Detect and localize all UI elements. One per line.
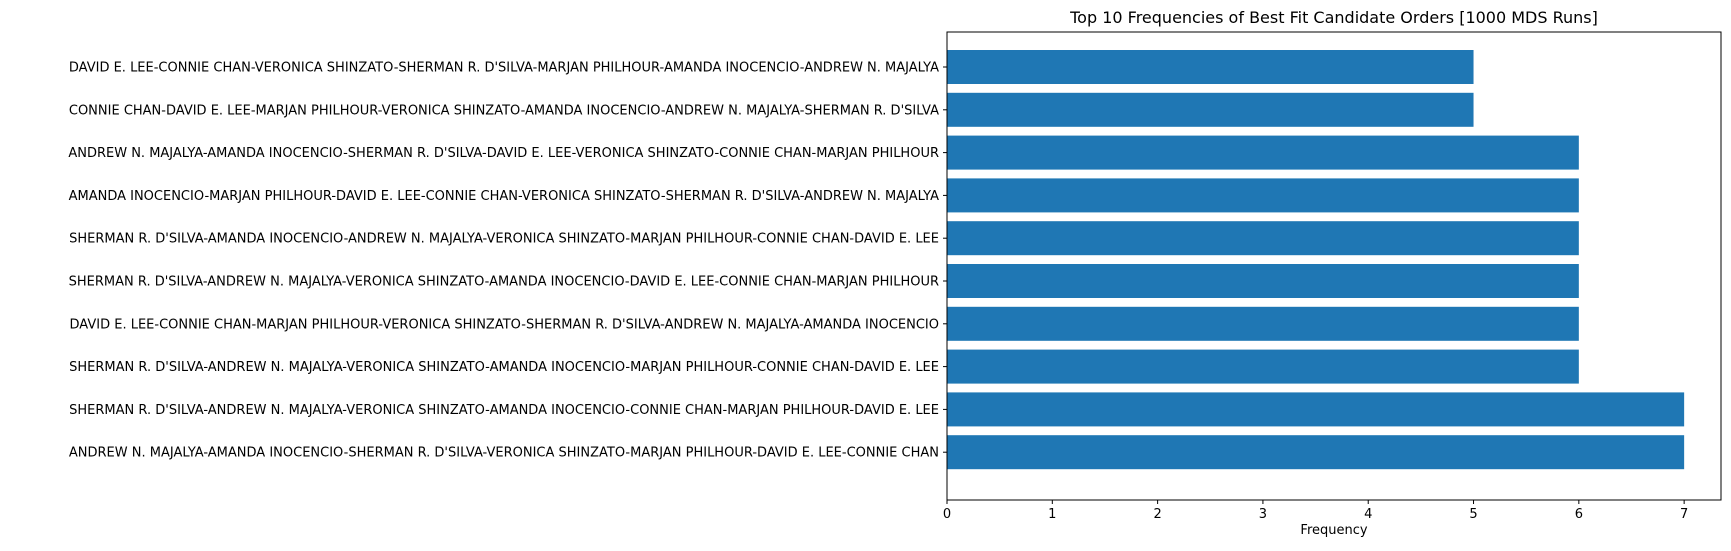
bar bbox=[947, 221, 1579, 256]
x-tick-label: 7 bbox=[1680, 507, 1688, 522]
bar bbox=[947, 306, 1579, 341]
x-tick-label: 5 bbox=[1469, 507, 1477, 522]
bar bbox=[947, 435, 1685, 470]
chart-title: Top 10 Frequencies of Best Fit Candidate… bbox=[1069, 8, 1598, 27]
x-ticks-group: 0 1 2 3 4 5 6 7 bbox=[943, 500, 1688, 522]
category-label: AMANDA INOCENCIO-MARJAN PHILHOUR-DAVID E… bbox=[69, 189, 940, 204]
bar bbox=[947, 264, 1579, 298]
category-label: DAVID E. LEE-CONNIE CHAN-MARJAN PHILHOUR… bbox=[70, 317, 939, 332]
x-axis-label: Frequency bbox=[1300, 523, 1367, 538]
category-label: DAVID E. LEE-CONNIE CHAN-VERONICA SHINZA… bbox=[69, 61, 939, 76]
category-label: ANDREW N. MAJALYA-AMANDA INOCENCIO-SHERM… bbox=[69, 446, 939, 461]
category-labels-group: DAVID E. LEE-CONNIE CHAN-VERONICA SHINZA… bbox=[68, 61, 947, 461]
x-tick-label: 1 bbox=[1048, 507, 1056, 522]
category-label: SHERMAN R. D'SILVA-ANDREW N. MAJALYA-VER… bbox=[69, 403, 939, 418]
x-tick-label: 2 bbox=[1153, 507, 1161, 522]
category-label: CONNIE CHAN-DAVID E. LEE-MARJAN PHILHOUR… bbox=[69, 103, 939, 118]
x-tick-label: 6 bbox=[1575, 507, 1583, 522]
bar bbox=[947, 349, 1579, 384]
bar bbox=[947, 50, 1474, 84]
bar bbox=[947, 135, 1579, 170]
x-tick-label: 0 bbox=[943, 507, 951, 522]
bar bbox=[947, 92, 1474, 127]
x-tick-label: 3 bbox=[1259, 507, 1267, 522]
bars-group bbox=[947, 50, 1685, 470]
category-label: SHERMAN R. D'SILVA-ANDREW N. MAJALYA-VER… bbox=[69, 360, 939, 375]
category-label: SHERMAN R. D'SILVA-ANDREW N. MAJALYA-VER… bbox=[69, 275, 939, 290]
category-label: ANDREW N. MAJALYA-AMANDA INOCENCIO-SHERM… bbox=[68, 146, 939, 161]
x-tick-label: 4 bbox=[1364, 507, 1372, 522]
category-label: SHERMAN R. D'SILVA-AMANDA INOCENCIO-ANDR… bbox=[69, 232, 939, 247]
bar bbox=[947, 178, 1579, 213]
bar bbox=[947, 392, 1685, 427]
plot-frame bbox=[946, 31, 1722, 501]
